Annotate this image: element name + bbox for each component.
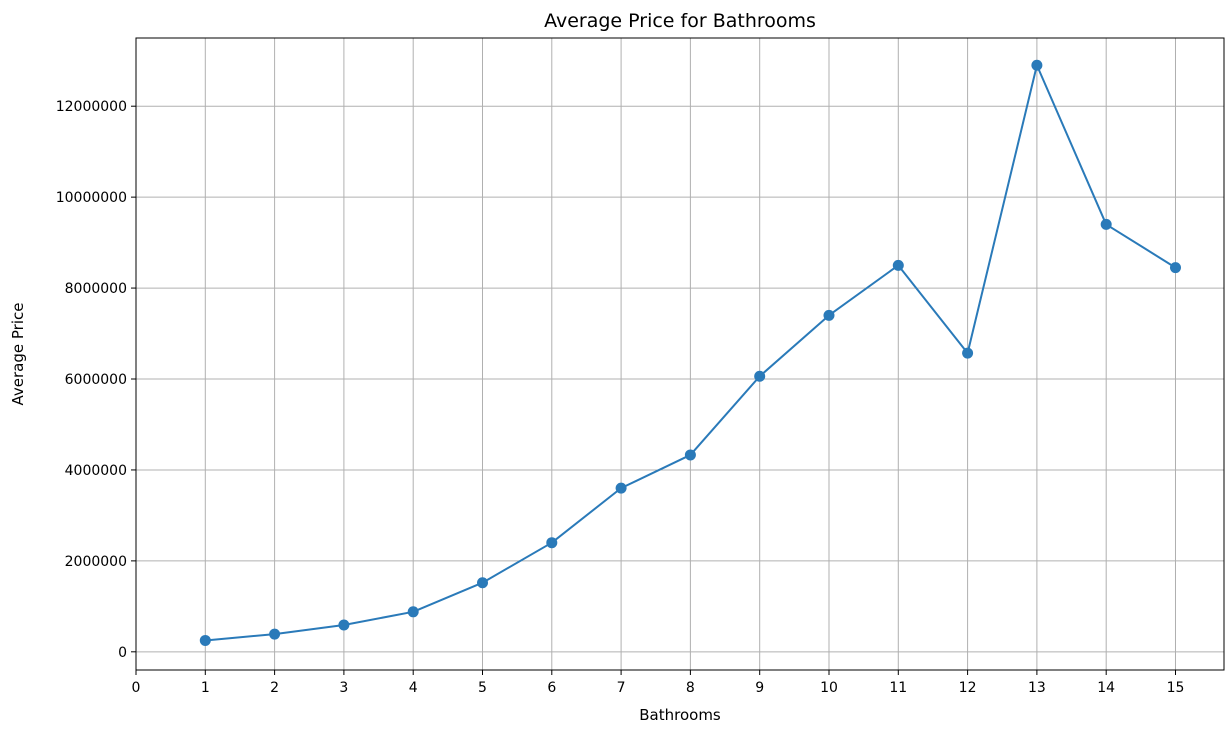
data-point — [892, 259, 904, 271]
data-point — [962, 347, 974, 359]
data-point — [476, 577, 488, 589]
data-point — [407, 606, 419, 618]
data-point — [1031, 59, 1043, 71]
y-tick-label: 0 — [118, 645, 127, 661]
x-tick-label: 10 — [820, 680, 838, 696]
x-tick-label: 9 — [755, 680, 764, 696]
x-axis: 0 1 2 3 4 5 6 7 8 9 10 11 12 13 14 15 — [132, 670, 1185, 696]
x-tick-label: 4 — [409, 680, 418, 696]
x-tick-label: 15 — [1167, 680, 1185, 696]
y-tick-label: 4000000 — [65, 463, 127, 479]
grid — [135, 38, 1224, 670]
x-tick-label: 12 — [959, 680, 977, 696]
y-tick-label: 12000000 — [56, 99, 127, 115]
data-point — [684, 449, 696, 461]
y-tick-label: 2000000 — [65, 554, 127, 570]
x-tick-label: 6 — [547, 680, 556, 696]
data-point — [269, 628, 281, 640]
x-tick-label: 5 — [478, 680, 487, 696]
y-tick-label: 8000000 — [65, 281, 127, 297]
data-point — [1100, 218, 1112, 230]
data-point — [546, 537, 558, 549]
data-point — [823, 309, 835, 321]
x-tick-label: 7 — [617, 680, 626, 696]
x-tick-label: 3 — [339, 680, 348, 696]
data-point — [199, 634, 211, 646]
x-tick-label: 8 — [686, 680, 695, 696]
y-axis: 0 2000000 4000000 6000000 8000000 10000000 120… — [56, 99, 136, 661]
x-tick-label: 1 — [201, 680, 210, 696]
x-tick-label: 11 — [889, 680, 907, 696]
y-tick-label: 6000000 — [65, 372, 127, 388]
x-tick-label: 0 — [132, 680, 141, 696]
x-tick-label: 13 — [1028, 680, 1046, 696]
y-axis-label: Average Price — [9, 303, 27, 406]
data-point — [1169, 262, 1181, 274]
data-point — [615, 482, 627, 494]
y-tick-label: 10000000 — [56, 190, 127, 206]
chart-title: Average Price for Bathrooms — [544, 10, 816, 32]
x-axis-label: Bathrooms — [639, 706, 721, 724]
data-point — [754, 370, 766, 382]
x-tick-label: 14 — [1097, 680, 1115, 696]
data-point — [338, 619, 350, 631]
plot-frame — [135, 37, 1225, 671]
x-tick-label: 2 — [270, 680, 279, 696]
series-layer — [199, 59, 1181, 646]
